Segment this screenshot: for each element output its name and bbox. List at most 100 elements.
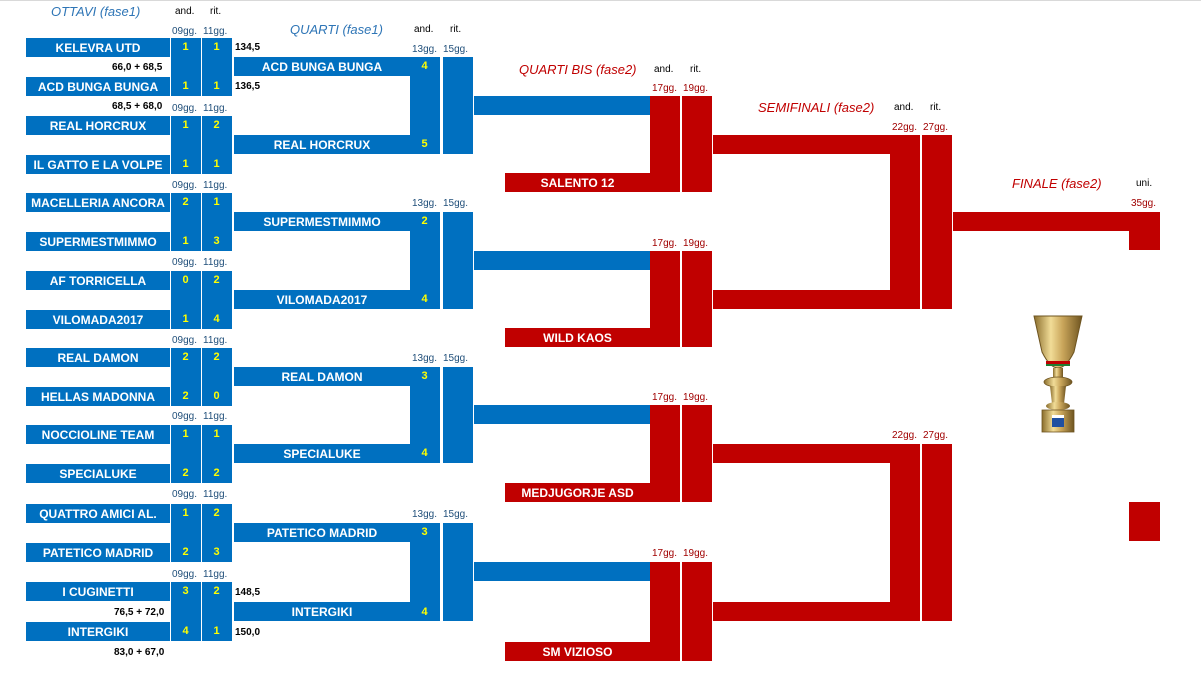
ottavi-row-bar: SPECIALUKE — [26, 464, 170, 483]
score-rit: 1 — [213, 41, 220, 53]
ottavi-and-days: 09gg. — [172, 103, 198, 114]
score-rit: 1 — [213, 196, 220, 208]
finale-header: FINALE (fase2) — [1012, 176, 1102, 191]
team-name: ACD BUNGA BUNGA — [261, 59, 383, 74]
quarti-winner-bar — [474, 405, 650, 424]
score-and: 2 — [182, 467, 189, 479]
team-name: SM VIZIOSO — [542, 644, 613, 659]
ottavi-rit-days: 11gg. — [203, 411, 228, 422]
qbis-rit-days: 19gg. — [683, 548, 709, 559]
quarti-rit-column — [443, 57, 473, 154]
team-name: WILD KAOS — [543, 330, 612, 345]
score-and: 1 — [182, 313, 189, 325]
score-rit: 0 — [213, 390, 220, 402]
score-rit: 2 — [213, 119, 220, 131]
ottavi-rit-column — [202, 271, 232, 329]
team-name: AF TORRICELLA — [49, 273, 147, 288]
semi-winner-bar — [953, 212, 1160, 231]
score-and: 2 — [182, 351, 189, 363]
score-and: 2 — [182, 196, 189, 208]
qbis-seed-bar: SM VIZIOSO — [505, 642, 650, 661]
qbis-winner-bar — [713, 444, 890, 463]
qbis-seed-bar: MEDJUGORJE ASD — [505, 483, 650, 502]
ottavi-and-column — [171, 348, 201, 406]
ottavi-rit-days: 11gg. — [203, 257, 228, 268]
ottavi-row-bar: PATETICO MADRID — [26, 543, 170, 562]
score-and: 1 — [182, 41, 189, 53]
quarti-rit-days: 15gg. — [443, 353, 469, 364]
qbis-and-days: 17gg. — [652, 83, 678, 94]
score-rit: 1 — [213, 428, 220, 440]
ottavi-and-column — [171, 116, 201, 174]
ottavi-rit-column — [202, 582, 232, 641]
score-and: 4 — [421, 606, 428, 618]
tiebreak-detail: 76,5 + 72,0 — [114, 607, 165, 618]
ottavi-rit-days: 11gg. — [203, 569, 228, 580]
team-name: REAL HORCRUX — [49, 118, 147, 133]
team-name: SALENTO 12 — [540, 175, 615, 190]
score-rit: 2 — [213, 274, 220, 286]
score-rit: 2 — [213, 351, 220, 363]
score-rit: 2 — [213, 507, 220, 519]
score-rit: 3 — [213, 546, 220, 558]
quarti-row-bar: SUPERMESTMIMMO — [234, 212, 410, 231]
ottavi-row-bar: I CUGINETTI — [26, 582, 170, 601]
score-and: 1 — [182, 428, 189, 440]
quarti-and-days: 13gg. — [412, 198, 438, 209]
quarti-and-column — [410, 523, 440, 621]
ottavi-row-bar: QUATTRO AMICI AL. — [26, 504, 170, 523]
quarti-row-bar: REAL HORCRUX — [234, 135, 410, 154]
finale-days: 35gg. — [1131, 198, 1157, 209]
team-name: MACELLERIA ANCORA — [31, 195, 165, 210]
qbis-and-days: 17gg. — [652, 392, 678, 403]
semifinali-header: SEMIFINALI (fase2) — [758, 100, 875, 115]
qbis-and-column — [650, 562, 680, 661]
team-name: SUPERMESTMIMMO — [263, 214, 381, 229]
team-name: IL GATTO E LA VOLPE — [33, 157, 163, 172]
ottavi-and-days: 09gg. — [172, 26, 198, 37]
score-and: 4 — [421, 60, 428, 72]
quarti-and-days: 13gg. — [412, 44, 438, 55]
score-and: 3 — [182, 585, 189, 597]
tiebreak-total: 136,5 — [235, 81, 261, 92]
team-name: PATETICO MADRID — [266, 525, 378, 540]
quarti-rit-days: 15gg. — [443, 509, 469, 520]
team-name: HELLAS MADONNA — [41, 389, 155, 404]
ottavi-rit-column — [202, 504, 232, 562]
qbis-rit-days: 19gg. — [683, 392, 709, 403]
ottavi-and-column — [171, 38, 201, 96]
ottavi-rit-days: 11gg. — [203, 180, 228, 191]
ottavi-row-bar: ACD BUNGA BUNGA — [26, 77, 170, 96]
quarti-rit-column — [443, 523, 473, 621]
ottavi-and-days: 09gg. — [172, 257, 198, 268]
quarti-row-bar: ACD BUNGA BUNGA — [234, 57, 410, 76]
score-rit: 4 — [213, 313, 220, 325]
ottavi-rit-column — [202, 38, 232, 96]
quarti-rit-days: 15gg. — [443, 44, 469, 55]
semi-and-column — [890, 444, 920, 621]
ottavi-and-column — [171, 271, 201, 329]
ottavi-row-bar: VILOMADA2017 — [26, 310, 170, 329]
ottavi-and-header: and. — [175, 6, 195, 17]
team-name: QUATTRO AMICI AL. — [39, 506, 157, 521]
quarti-winner-bar — [474, 562, 650, 581]
ottavi-and-days: 09gg. — [172, 411, 198, 422]
quarti-row-bar: PATETICO MADRID — [234, 523, 410, 542]
qbis-winner-bar — [713, 290, 890, 309]
qbis-rit-days: 19gg. — [683, 238, 709, 249]
ottavi-rit-column — [202, 193, 232, 251]
quarti-bis-header: QUARTI BIS (fase2) — [519, 62, 637, 77]
quarti-rit-header: rit. — [450, 24, 462, 35]
team-name: SPECIALUKE — [283, 446, 361, 461]
ottavi-rit-days: 11gg. — [203, 335, 228, 346]
tiebreak-total: 150,0 — [235, 627, 261, 638]
team-name: INTERGIKI — [291, 604, 353, 619]
qbis-and-header: and. — [654, 64, 674, 75]
ottavi-row-bar: REAL HORCRUX — [26, 116, 170, 135]
score-rit: 1 — [213, 158, 220, 170]
qbis-rit-column — [682, 562, 712, 661]
quarti-rit-days: 15gg. — [443, 198, 469, 209]
qbis-and-days: 17gg. — [652, 548, 678, 559]
score-and: 1 — [182, 119, 189, 131]
tiebreak-detail: 83,0 + 67,0 — [114, 647, 165, 658]
